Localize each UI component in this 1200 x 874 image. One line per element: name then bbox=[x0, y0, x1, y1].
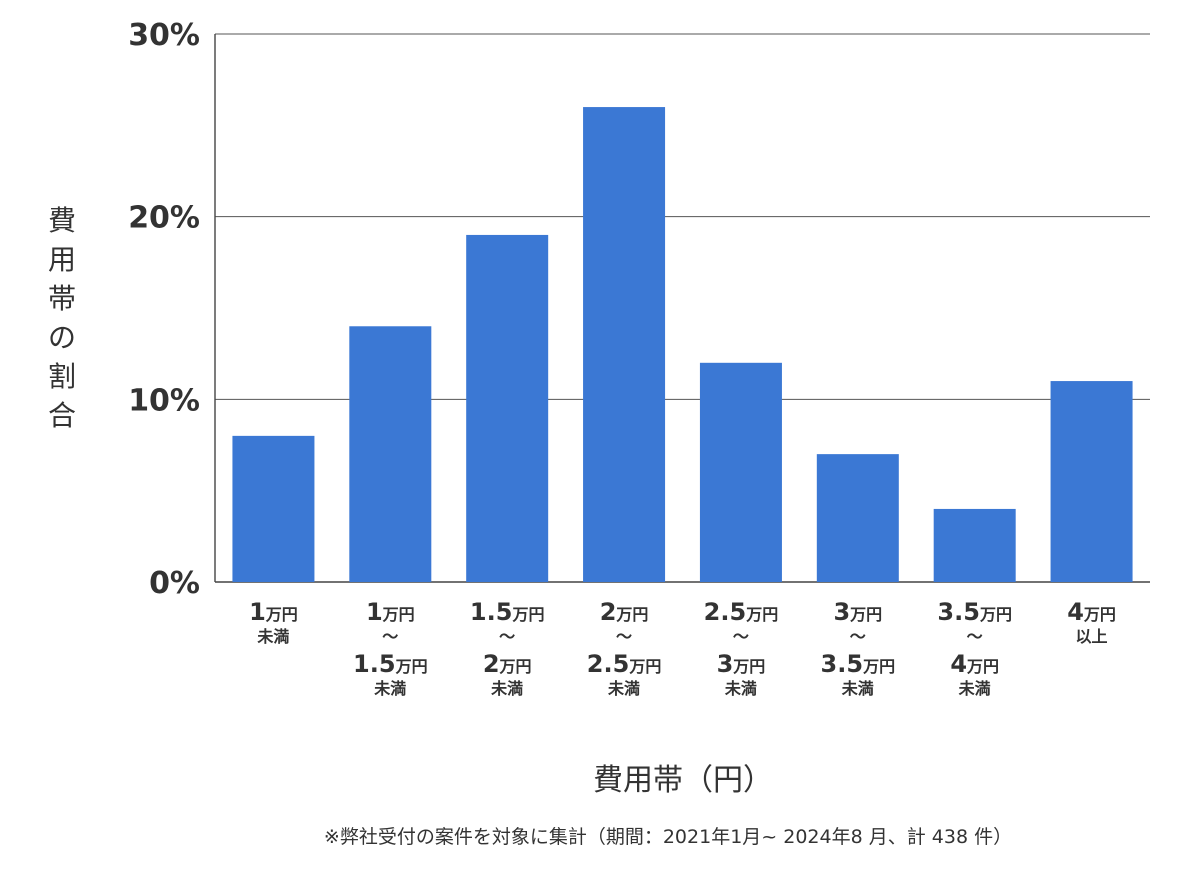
bar bbox=[1050, 381, 1133, 582]
y-axis-label-char: 費 bbox=[48, 204, 76, 237]
x-axis-label: 費用帯（円） bbox=[593, 763, 773, 798]
x-tick-label: 1万円未満 bbox=[249, 598, 298, 646]
y-axis-label-char: 帯 bbox=[48, 282, 76, 315]
bar bbox=[933, 508, 1016, 582]
x-tick-label: 2.5万円〜 3万円未満 bbox=[704, 598, 779, 698]
x-tick-label: 1万円〜 1.5万円未満 bbox=[353, 598, 428, 698]
bar bbox=[349, 326, 432, 582]
footnote: ※弊社受付の案件を対象に集計（期間：2021年1月~ 2024年8 月、計 43… bbox=[324, 826, 1012, 848]
x-tick-label: 1.5万円〜 2万円未満 bbox=[470, 598, 545, 698]
y-axis-label-char: 用 bbox=[48, 243, 76, 276]
y-tick-label: 0% bbox=[149, 566, 200, 601]
x-axis-categories: 1万円未満 1万円〜 1.5万円未満 1.5万円〜 2万円未満 2万円〜 2.5万円未満 2.… bbox=[249, 598, 1116, 698]
x-tick-label: 4万円以上 bbox=[1067, 598, 1116, 646]
bar bbox=[583, 107, 666, 583]
x-tick-label: 2万円〜 2.5万円未満 bbox=[587, 598, 662, 698]
y-axis-label-char: 割 bbox=[48, 360, 76, 393]
bar bbox=[699, 362, 782, 582]
y-tick-label: 20% bbox=[128, 201, 200, 236]
y-tick-label: 10% bbox=[128, 383, 200, 418]
bars bbox=[232, 107, 1133, 583]
x-tick-label: 3.5万円〜 4万円未満 bbox=[937, 598, 1012, 698]
y-axis-ticks: 0% 10% 20% 30% bbox=[128, 18, 200, 601]
bar bbox=[816, 454, 899, 582]
x-tick-label: 3万円〜 3.5万円未満 bbox=[821, 598, 896, 698]
bar bbox=[232, 435, 315, 582]
y-tick-label: 30% bbox=[128, 18, 200, 53]
bar bbox=[466, 234, 549, 582]
y-axis-label-char: の bbox=[48, 321, 76, 354]
y-axis-label-char: 合 bbox=[48, 399, 76, 432]
